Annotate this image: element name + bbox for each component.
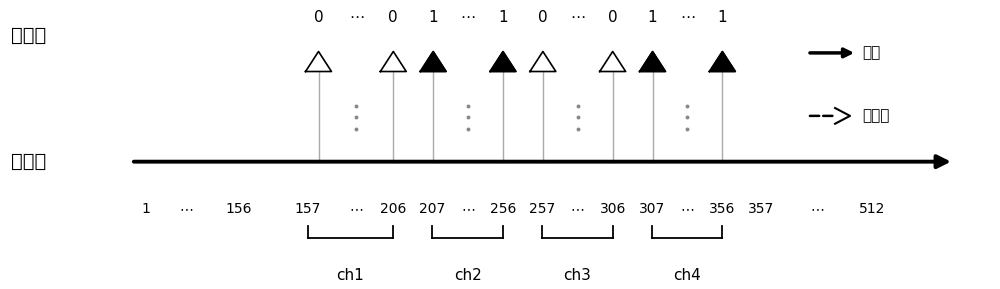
Text: ⋯: ⋯ (179, 202, 193, 216)
Text: 156: 156 (225, 202, 252, 216)
Text: 未使用: 未使用 (862, 108, 889, 123)
Text: 使用: 使用 (862, 45, 880, 60)
Text: 306: 306 (599, 202, 626, 216)
Text: 512: 512 (859, 202, 885, 216)
Text: 1: 1 (648, 10, 657, 25)
Text: 1: 1 (718, 10, 727, 25)
Text: 257: 257 (529, 202, 555, 216)
Polygon shape (420, 51, 446, 71)
Polygon shape (640, 51, 666, 71)
Text: ⋯: ⋯ (681, 202, 694, 216)
Text: 157: 157 (294, 202, 321, 216)
Text: 206: 206 (380, 202, 406, 216)
Text: ch1: ch1 (337, 268, 364, 283)
Polygon shape (530, 51, 556, 71)
Text: ⋯: ⋯ (810, 202, 824, 216)
Polygon shape (709, 51, 735, 71)
Polygon shape (600, 51, 626, 71)
Text: 356: 356 (709, 202, 736, 216)
Text: 子载波: 子载波 (11, 152, 47, 171)
Polygon shape (380, 51, 406, 71)
Text: 1: 1 (428, 10, 438, 25)
Text: ⋯: ⋯ (571, 202, 585, 216)
Text: ch4: ch4 (673, 268, 701, 283)
Text: 1: 1 (142, 202, 150, 216)
Text: 前导码: 前导码 (11, 26, 47, 45)
Text: ⋯: ⋯ (460, 10, 476, 25)
Text: ch2: ch2 (454, 268, 481, 283)
Text: ⋯: ⋯ (570, 10, 585, 25)
Text: ⋯: ⋯ (680, 10, 695, 25)
Text: 0: 0 (538, 10, 548, 25)
Text: ⋯: ⋯ (349, 202, 363, 216)
Text: 1: 1 (498, 10, 508, 25)
Polygon shape (490, 51, 516, 71)
Text: 256: 256 (490, 202, 516, 216)
Text: ch3: ch3 (563, 268, 591, 283)
Text: 0: 0 (608, 10, 617, 25)
Text: ⋯: ⋯ (461, 202, 475, 216)
Text: 207: 207 (419, 202, 445, 216)
Text: 357: 357 (748, 202, 774, 216)
Text: ⋯: ⋯ (349, 10, 364, 25)
Text: 0: 0 (314, 10, 323, 25)
Text: 307: 307 (638, 202, 665, 216)
Polygon shape (835, 108, 850, 124)
Text: 0: 0 (388, 10, 398, 25)
Polygon shape (306, 51, 331, 71)
